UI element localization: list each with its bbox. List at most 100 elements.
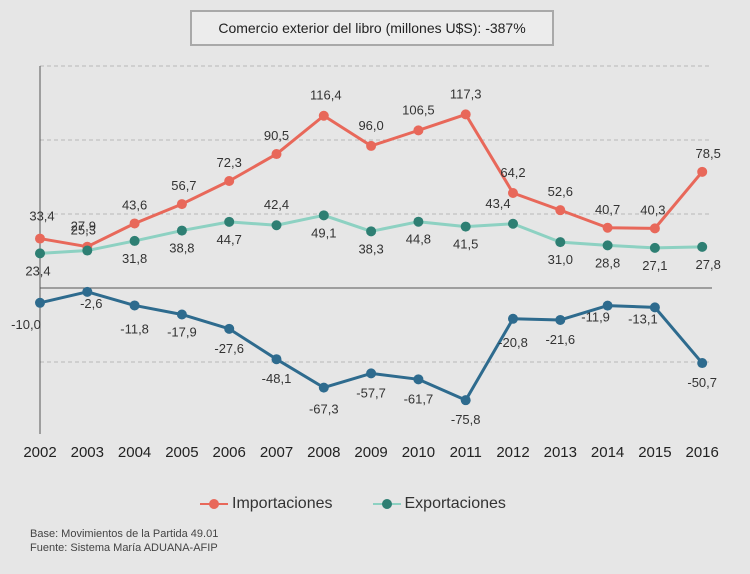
importaciones-point (271, 149, 282, 160)
exportaciones-point (508, 218, 518, 229)
importaciones-data-label: 117,3 (450, 86, 482, 101)
balance-point (413, 374, 424, 385)
exportaciones-point (318, 210, 329, 221)
balance-data-label: -13,1 (628, 311, 658, 326)
importaciones-data-label: 56,7 (171, 178, 196, 193)
x-tick-label: 2012 (496, 444, 529, 461)
importaciones-point (366, 140, 377, 151)
balance-data-label: -67,3 (309, 402, 339, 417)
importaciones-point (508, 187, 518, 198)
importaciones-data-label: 27,9 (71, 219, 96, 234)
importaciones-data-label: 40,7 (595, 202, 620, 217)
importaciones-data-label: 78,5 (696, 146, 721, 161)
balance-data-label: -61,7 (404, 391, 434, 406)
chart-title: Comercio exterior del libro (millones U$… (190, 10, 554, 46)
balance-point (697, 358, 708, 369)
balance-data-label: -2,6 (80, 296, 102, 311)
exportaciones-data-label: 31,0 (548, 252, 573, 267)
exportaciones-point (176, 225, 187, 236)
x-tick-label: 2011 (450, 444, 482, 461)
exportaciones-point (129, 235, 140, 246)
exportaciones-data-label: 43,4 (485, 196, 510, 211)
legend-label-importaciones: Importaciones (232, 495, 333, 512)
legend-item-exportaciones: Exportaciones (372, 495, 506, 513)
balance-point (176, 309, 187, 320)
exportaciones-data-label: 27,8 (696, 257, 721, 272)
importaciones-point (129, 218, 140, 229)
balance-data-label: -10,0 (11, 317, 41, 332)
balance-data-label: -17,9 (167, 324, 197, 339)
balance-point (129, 300, 140, 311)
balance-point (224, 323, 235, 334)
legend-swatch-exportaciones (372, 497, 401, 511)
importaciones-data-label: 72,3 (217, 155, 242, 170)
x-tick-label: 2005 (165, 444, 198, 461)
exportaciones-point (460, 221, 471, 232)
balance-data-label: -57,7 (356, 385, 386, 400)
x-tick-label: 2009 (354, 444, 387, 461)
importaciones-data-label: 90,5 (264, 128, 289, 143)
note-fuente: Fuente: Sistema María ADUANA-AFIP (30, 542, 218, 554)
x-tick-label: 2013 (544, 444, 577, 461)
importaciones-point (649, 223, 660, 234)
importaciones-point (555, 205, 566, 216)
x-tick-label: 2010 (402, 444, 435, 461)
exportaciones-data-label: 44,8 (406, 232, 431, 247)
balance-point (555, 314, 566, 325)
balance-data-label: -21,6 (545, 332, 575, 347)
x-tick-label: 2015 (638, 444, 671, 461)
exportaciones-point (35, 248, 45, 259)
importaciones-point (413, 125, 424, 136)
note-base: Base: Movimientos de la Partida 49.01 (30, 528, 219, 540)
chart-legend: Importaciones Exportaciones (200, 492, 546, 516)
x-tick-label: 2006 (213, 444, 246, 461)
exportaciones-point (602, 240, 613, 251)
exportaciones-data-label: 49,1 (311, 225, 336, 240)
exportaciones-point (697, 241, 708, 252)
importaciones-data-label: 40,3 (640, 202, 665, 217)
exportaciones-data-label: 41,5 (453, 237, 478, 252)
exportaciones-point (649, 242, 660, 253)
balance-point (508, 313, 518, 324)
importaciones-point (602, 222, 613, 233)
x-tick-label: 2003 (71, 444, 104, 461)
importaciones-point (35, 233, 45, 244)
balance-point (366, 368, 377, 379)
exportaciones-data-label: 23,4 (25, 263, 50, 278)
exportaciones-data-label: 31,8 (122, 251, 147, 266)
balance-point (271, 354, 282, 365)
x-tick-label: 2002 (23, 444, 56, 461)
importaciones-point (697, 166, 708, 177)
exportaciones-data-label: 27,1 (642, 258, 667, 273)
importaciones-point (176, 199, 187, 210)
balance-data-label: -48,1 (262, 371, 292, 386)
importaciones-point (224, 175, 235, 186)
importaciones-data-label: 96,0 (358, 118, 383, 133)
exportaciones-point (366, 226, 377, 237)
exportaciones-point (224, 216, 235, 227)
exportaciones-data-label: 42,4 (264, 197, 289, 212)
balance-data-label: -50,7 (687, 375, 717, 390)
exportaciones-data-label: 25,3 (71, 223, 96, 238)
exportaciones-point (82, 245, 93, 256)
importaciones-data-label: 52,6 (548, 184, 573, 199)
importaciones-data-label: 64,2 (500, 165, 525, 180)
balance-data-label: -75,8 (451, 412, 481, 427)
importaciones-point (318, 110, 329, 121)
x-tick-label: 2016 (686, 444, 719, 461)
legend-item-importaciones: Importaciones (200, 495, 333, 513)
exportaciones-point (413, 216, 424, 227)
balance-data-label: -11,8 (120, 321, 149, 336)
balance-point (35, 297, 45, 308)
line-chart: 2002 2003 2004 2005 2006 2007 2008 2009 2010 2011… (11, 65, 721, 461)
exportaciones-point (555, 237, 566, 248)
importaciones-point (460, 109, 471, 120)
balance-point (82, 286, 93, 297)
x-tick-label: 2008 (307, 444, 340, 461)
importaciones-data-label: 106,5 (402, 102, 435, 117)
legend-label-exportaciones: Exportaciones (404, 495, 506, 512)
exportaciones-data-label: 38,3 (358, 241, 383, 256)
importaciones-data-label: 43,6 (122, 197, 147, 212)
balance-line (39, 290, 704, 402)
importaciones-data-label: 116,4 (310, 88, 342, 103)
